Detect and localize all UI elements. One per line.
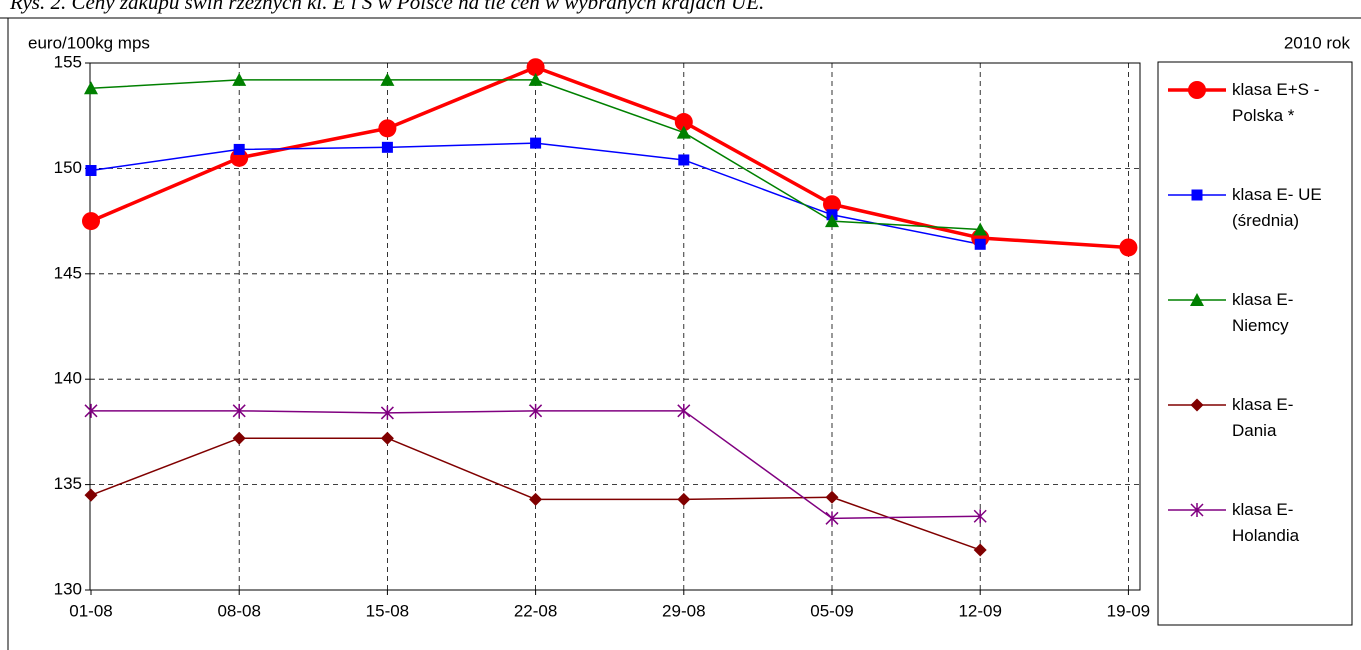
marker [528,72,543,86]
marker [380,405,394,420]
marker [232,403,246,418]
marker [676,125,691,139]
y-tick-label: 130 [54,579,82,598]
marker [825,490,839,504]
legend-label: klasa E- Niemcy [1232,290,1294,335]
y-tick-label: 155 [54,52,82,71]
y-tick-label: 135 [54,474,82,493]
marker [1119,238,1138,257]
marker [232,72,247,86]
marker [529,492,543,506]
marker [825,511,839,526]
marker [529,403,543,418]
x-tick-label: 19-09 [1107,601,1150,620]
x-tick-label: 01-08 [69,601,112,620]
x-tick-label: 15-08 [366,601,409,620]
x-tick-label: 22-08 [514,601,557,620]
marker [677,403,691,418]
legend-swatch-marker [1188,81,1206,99]
plot-area [89,62,1141,591]
marker [232,431,246,445]
x-tick-label: 05-09 [810,601,853,620]
legend-swatch-marker [1191,189,1203,201]
legend-label: klasa E- Holandia [1232,500,1300,545]
marker [678,154,690,166]
marker [381,141,393,153]
y-tick-label: 145 [54,263,82,282]
legend-swatch-marker [1190,398,1204,412]
legend-label: klasa E- Dania [1232,395,1294,440]
marker [974,238,986,250]
marker [823,195,841,214]
marker [973,222,988,236]
legend-swatch-marker [1190,293,1204,306]
marker [85,165,97,177]
marker [530,137,542,149]
marker [973,543,987,557]
marker [82,212,100,231]
marker [825,214,839,228]
chart-title: Rys. 2. Ceny zakupu świń rzeźnych kl. E … [9,0,764,14]
y-tick-label: 150 [54,158,82,177]
note: 2010 rok [1284,33,1351,52]
legend-label: klasa E- UE (średnia) [1232,185,1322,230]
legend-label: klasa E+S - Polska * [1232,80,1320,125]
marker [84,403,98,418]
marker [677,492,691,506]
marker [380,431,394,445]
legend-box [1157,61,1353,626]
marker [233,143,245,155]
marker [380,72,395,86]
legend-swatch-marker [1190,503,1204,517]
x-tick-label: 08-08 [217,601,260,620]
marker [84,81,98,95]
marker [526,58,545,77]
x-tick-label: 29-08 [662,601,705,620]
marker [973,509,987,524]
y-tick-label: 140 [54,369,82,388]
marker [84,488,98,502]
series-line [90,65,1129,250]
marker [378,119,397,138]
x-tick-label: 12-09 [958,601,1001,620]
y-axis-label: euro/100kg mps [28,33,150,52]
marker [674,113,693,132]
